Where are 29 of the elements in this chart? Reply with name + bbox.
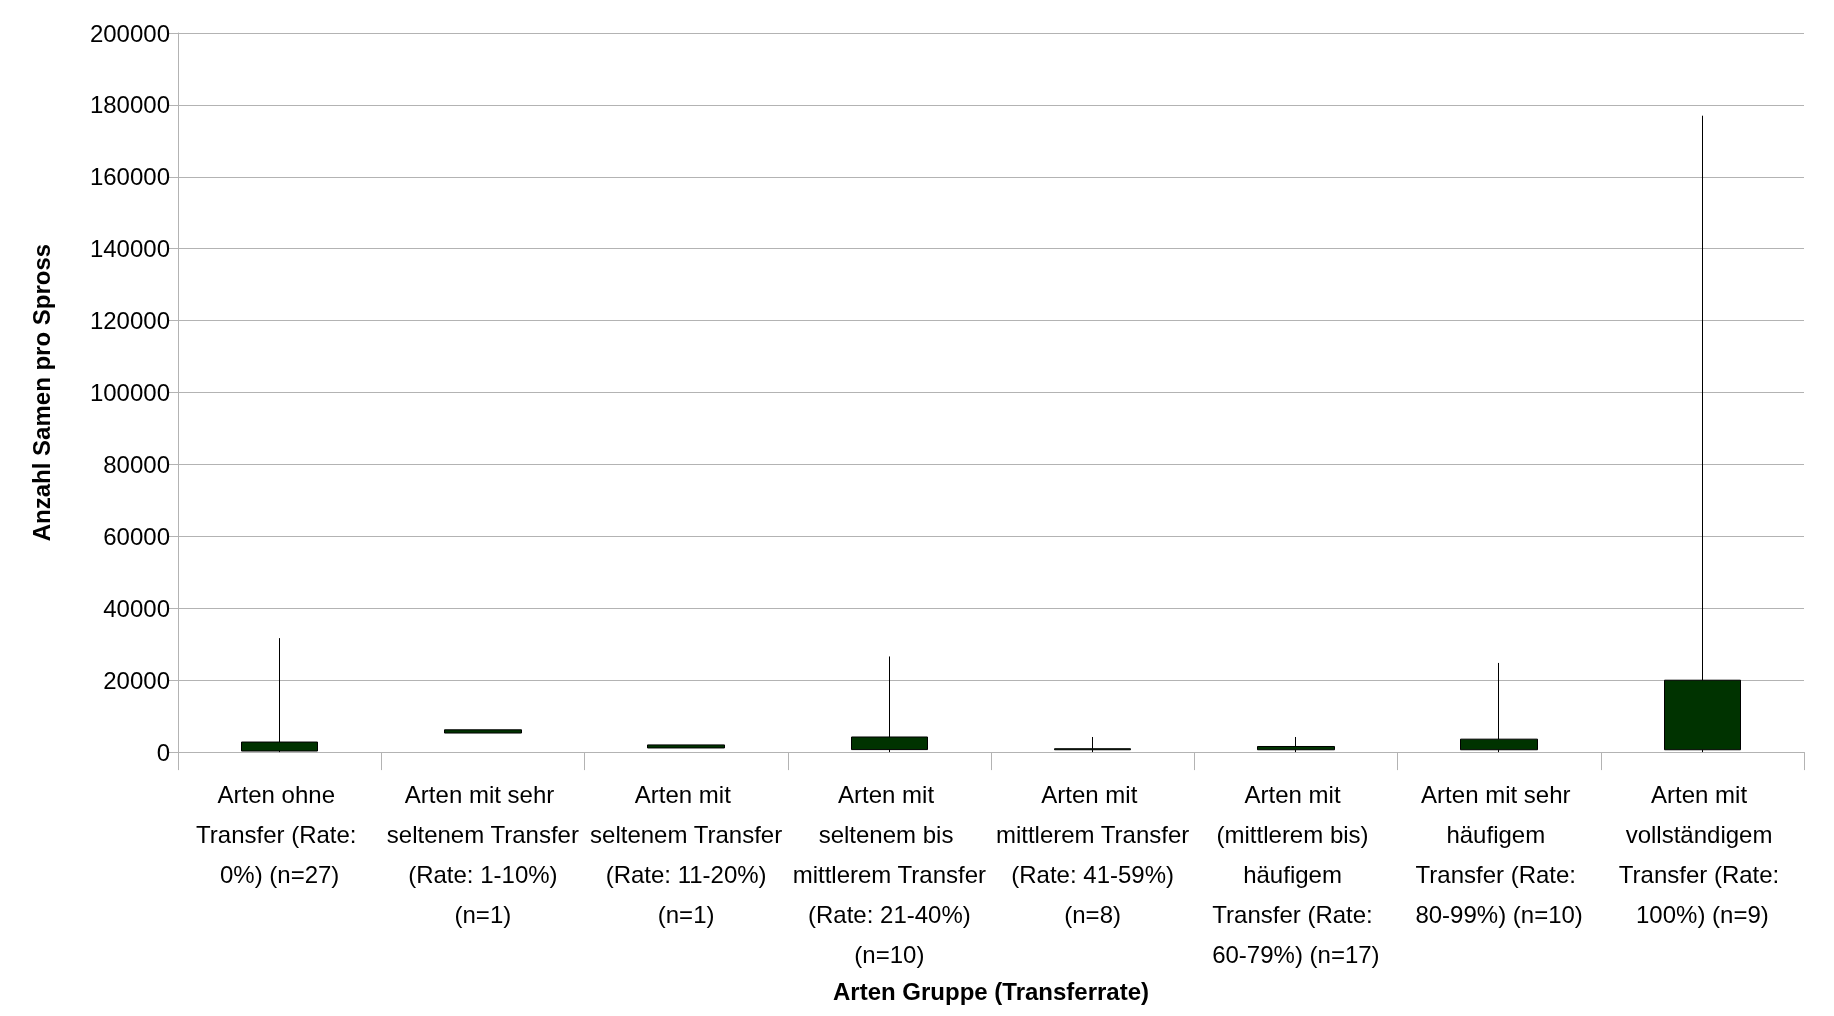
x-tick-label: Arten mit (mittlerem bis) häufigem Transfer (Rate: 60-79%) (n=17)	[1212, 780, 1380, 968]
candlestick	[851, 655, 928, 751]
y-tick-label: 80000	[103, 450, 170, 478]
x-tick-label: Arten ohne Transfer (Rate: 0%) (n=27)	[196, 780, 364, 888]
candlestick	[1664, 115, 1741, 751]
candlestick	[647, 744, 725, 749]
y-tick-label: 20000	[103, 666, 170, 694]
candlestick	[241, 637, 318, 753]
y-tick-label: 140000	[89, 235, 170, 263]
y-tick-label: 60000	[103, 522, 170, 550]
x-tick-label: Arten mit seltenem Transfer (Rate: 11-20%) (n=1)	[590, 780, 783, 928]
candlestick	[1460, 662, 1538, 751]
y-tick-label: 120000	[89, 307, 170, 335]
x-tick-label: Arten mit mittlerem Transfer (Rate: 41-59%) (n=8)	[995, 780, 1190, 928]
candlestick	[1257, 736, 1335, 751]
x-tick-label: Arten mit vollständigem Transfer (Rate: 100%) (n=9)	[1618, 780, 1786, 928]
y-tick-label: 40000	[103, 594, 170, 622]
candlestick	[1054, 736, 1131, 751]
y-tick-label: 160000	[89, 163, 170, 191]
y-tick-label: 180000	[89, 91, 170, 119]
candlestick	[444, 729, 522, 734]
y-tick-label: 200000	[89, 19, 170, 47]
x-axis-title: Arten Gruppe (Transferrate)	[832, 977, 1150, 1005]
x-tick-label: Arten mit sehr häufigem Transfer (Rate: 80-99%) (n=10)	[1415, 780, 1583, 928]
y-tick-label: 100000	[89, 379, 170, 407]
y-axis-title: Anzahl Samen pro Spross	[27, 243, 55, 542]
x-tick-label: Arten mit seltenem bis mittlerem Transfer (Rate: 21-40%) (n=10)	[792, 780, 987, 968]
x-tick-label: Arten mit sehr seltenem Transfer (Rate: 1-10%) (n=1)	[386, 780, 579, 928]
y-tick-label: 0	[156, 738, 170, 766]
